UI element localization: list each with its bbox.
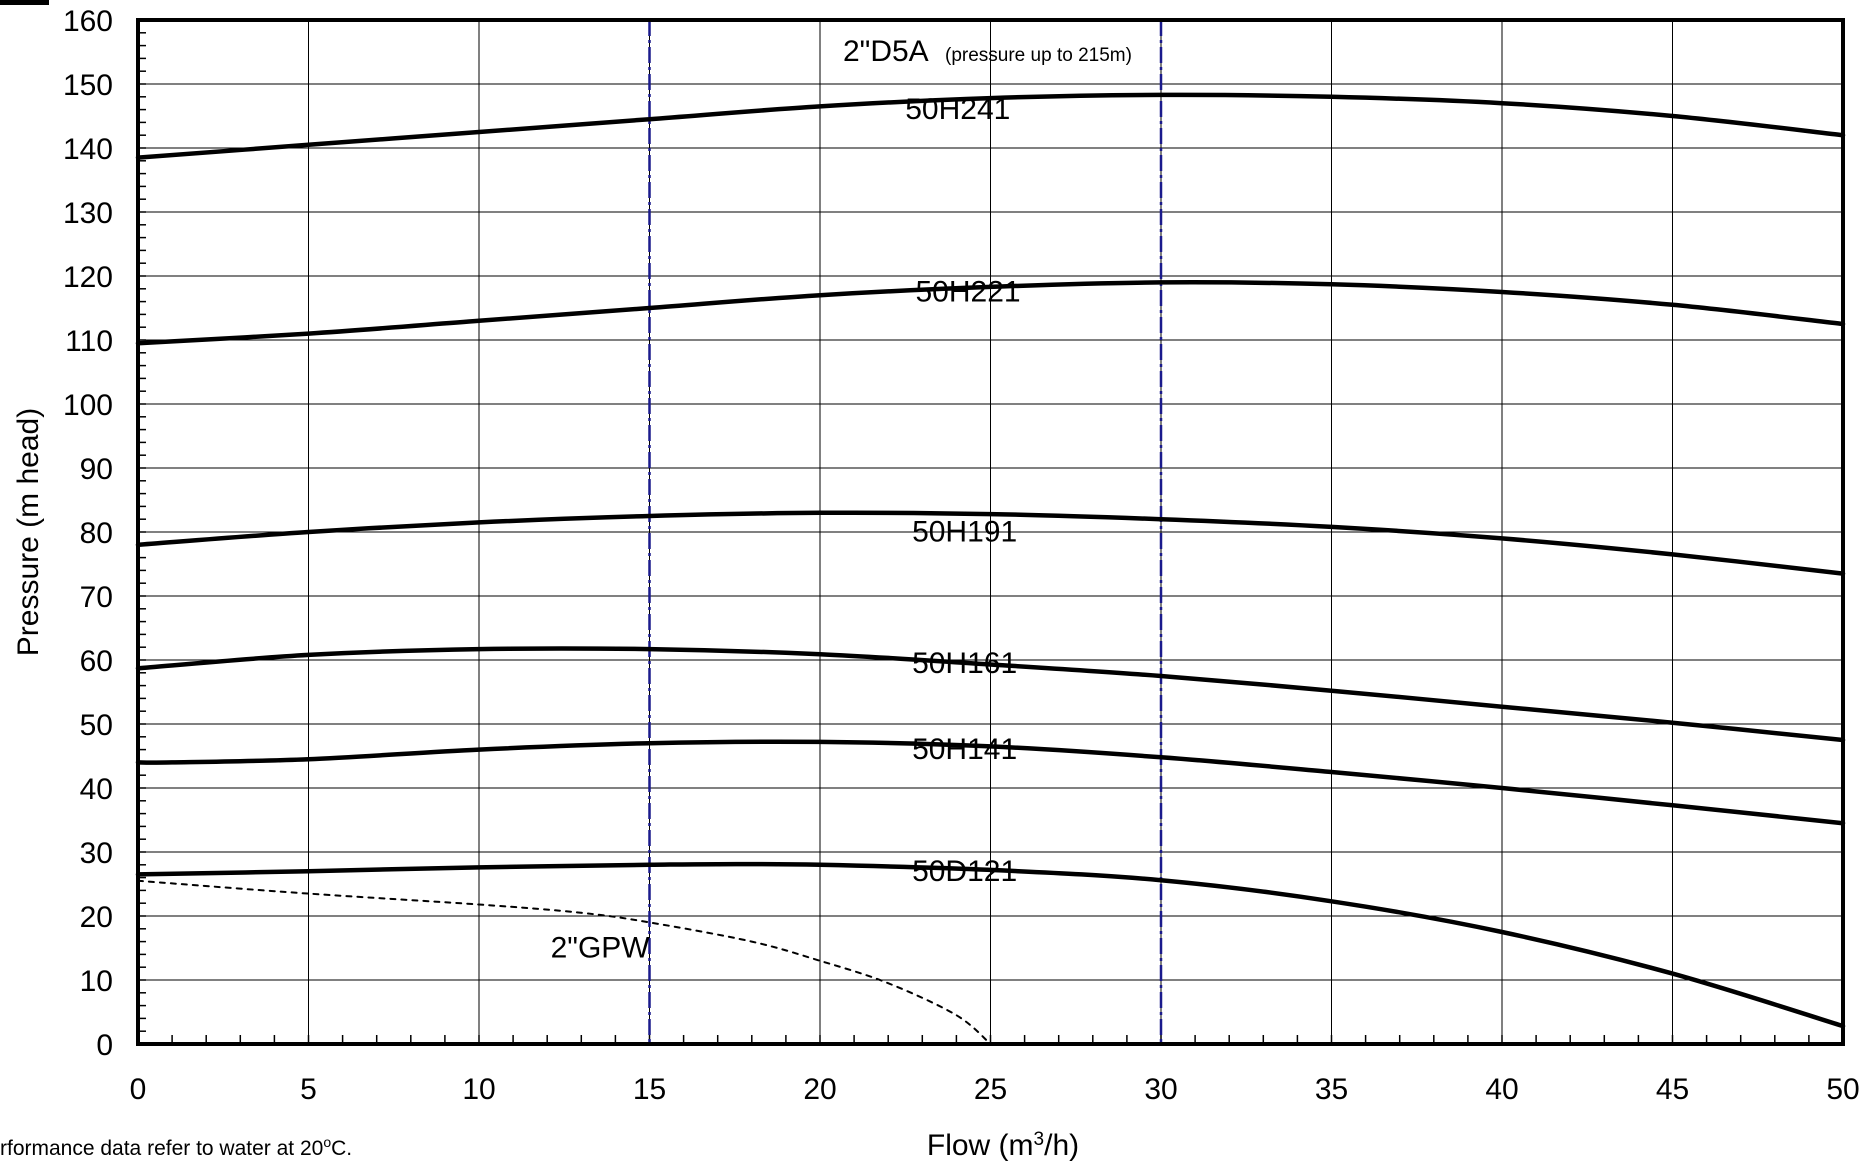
series-line-50h241 [135, 92, 1846, 160]
series-label-2gpw: 2"GPW [551, 932, 651, 965]
x-tick-label: 45 [1656, 1073, 1689, 1106]
y-tick-label: 90 [80, 453, 113, 486]
y-tick-label: 130 [63, 197, 113, 230]
x-tick-label: 5 [300, 1073, 317, 1106]
x-tick-label: 35 [1315, 1073, 1348, 1106]
series-line-2gpw [137, 879, 992, 1045]
x-axis-label-superscript: 3 [1034, 1129, 1045, 1150]
y-tick-label: 70 [80, 581, 113, 614]
series-label-50h221: 50H221 [915, 276, 1020, 309]
footnote-text-end: C. [331, 1137, 352, 1160]
y-tick-label: 160 [63, 5, 113, 38]
y-axis-label: Pressure (m head) [12, 408, 45, 656]
chart-title: 2"D5A [843, 35, 929, 68]
y-tick-label: 120 [63, 261, 113, 294]
y-tick-label: 140 [63, 133, 113, 166]
x-axis-label: Flow (m3/h) [927, 1129, 1079, 1162]
series-labels: 50H241 50H221 50H191 50H161 50H141 50D121 2"GP… [551, 93, 1021, 964]
x-tick-label: 20 [803, 1073, 836, 1106]
y-tick-label: 100 [63, 389, 113, 422]
series-line-50h161 [135, 646, 1846, 743]
series-label-50h141: 50H141 [912, 733, 1017, 766]
x-tick-label: 50 [1826, 1073, 1859, 1106]
y-tick-label: 60 [80, 645, 113, 678]
y-tick-label: 30 [80, 837, 113, 870]
corner-badge [0, 0, 49, 5]
y-tick-label: 40 [80, 773, 113, 806]
series-label-50h161: 50H161 [912, 647, 1017, 680]
series-line-50h191 [135, 510, 1846, 576]
x-tick-label: 40 [1485, 1073, 1518, 1106]
series-line-50h221 [135, 280, 1846, 346]
x-tick-label: 10 [462, 1073, 495, 1106]
y-tick-label: 110 [65, 325, 113, 358]
y-tick-label: 80 [80, 517, 113, 550]
x-tick-label: 25 [974, 1073, 1007, 1106]
x-tick-label: 15 [633, 1073, 666, 1106]
series-layer [135, 92, 1846, 1045]
chart-subtitle: (pressure up to 215m) [945, 45, 1132, 66]
x-tick-label: 0 [130, 1073, 147, 1106]
footnote-text: rformance data refer to water at 20 [0, 1137, 323, 1160]
x-axis-label-text-end: /h) [1044, 1129, 1079, 1161]
series-label-50d121: 50D121 [912, 855, 1017, 888]
footnote: rformance data refer to water at 20oC. [0, 1134, 352, 1160]
x-axis-label-text: Flow (m [927, 1129, 1034, 1161]
x-tick-label: 30 [1144, 1073, 1177, 1106]
footnote-superscript: o [323, 1134, 331, 1150]
y-tick-labels: 0 10 20 30 40 50 60 70 80 90 100 110 120 130 140 150 160 [63, 5, 113, 1062]
series-line-50h141 [135, 739, 1846, 826]
x-tick-labels: 0 5 10 15 20 25 30 35 40 45 50 [130, 1073, 1860, 1106]
reference-lines [648, 20, 1163, 1044]
y-tick-label: 20 [80, 901, 113, 934]
series-line-50d121 [135, 861, 1846, 1029]
y-tick-label: 150 [63, 69, 113, 102]
series-label-50h191: 50H191 [912, 516, 1017, 549]
y-tick-label: 50 [80, 709, 113, 742]
y-tick-label: 0 [96, 1029, 113, 1062]
y-tick-label: 10 [80, 965, 113, 998]
series-label-50h241: 50H241 [905, 93, 1010, 126]
plot-frame [136, 18, 1845, 1046]
